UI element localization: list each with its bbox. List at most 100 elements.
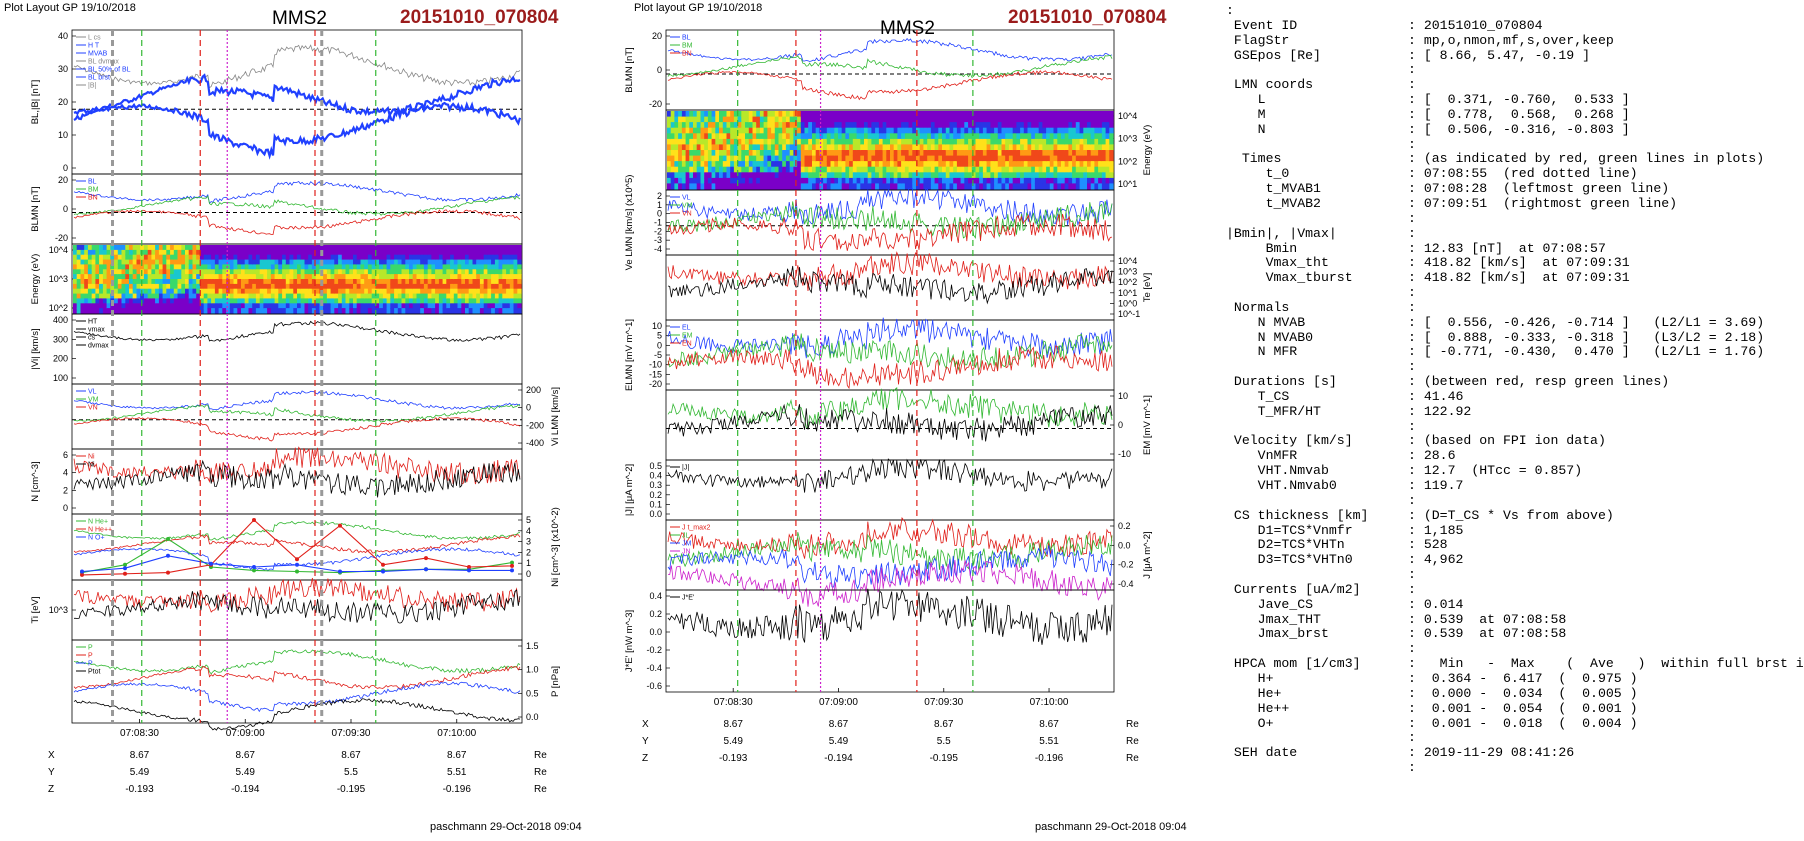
- y-axis-label: BL,|B| [nT]: [30, 80, 41, 125]
- legend-label: BL 50% of BL: [88, 67, 131, 74]
- position-row-label: X: [642, 719, 649, 730]
- series-line: [667, 531, 1113, 572]
- x-tick-label: 07:09:00: [819, 697, 858, 708]
- y-tick-label: 0.0: [1118, 540, 1131, 550]
- y-axis-label: BLMN [nT]: [624, 47, 635, 92]
- legend-label: H T: [88, 43, 100, 50]
- y-tick-label: 10^1: [1118, 288, 1137, 298]
- legend-label: vmax: [88, 327, 105, 334]
- density-series-line: [81, 519, 513, 576]
- y-axis-label: Ve LMN [km/s] (x10^5): [624, 175, 635, 271]
- series-line: [667, 187, 1113, 227]
- series-line: [667, 265, 1113, 305]
- legend-label: |B|: [88, 83, 96, 90]
- y-axis-label: Vi LMN [km/s]: [550, 387, 561, 446]
- info-line: VHT.Nmvab0 : 119.7: [1226, 478, 1464, 493]
- legend-label: BL: [682, 35, 691, 42]
- panel-frame: [665, 459, 1115, 521]
- y-tick-label: 1.0: [526, 665, 539, 675]
- legend-label: P: [88, 645, 93, 652]
- left-plot-header: Plot Layout GP 19/10/2018: [4, 2, 136, 14]
- info-line: Vmax_tburst : 418.82 [km/s] at 07:09:31: [1226, 270, 1630, 286]
- info-line: HPCA mom [1/cm3] : Min - Max ( Ave ) wit…: [1226, 656, 1804, 672]
- y-tick-label: 0: [657, 209, 662, 219]
- info-line: t_0 : 07:08:55 (red dotted line): [1226, 166, 1638, 182]
- info-line: :: [1226, 3, 1234, 18]
- data-point: [510, 560, 514, 565]
- y-tick-label: -20: [649, 379, 662, 389]
- legend-label: BL brst: [88, 75, 110, 82]
- legend-label: N He+: [88, 519, 108, 526]
- x-tick-label: 07:09:30: [332, 728, 371, 739]
- y-axis-label: ELMN [mV m^-1]: [624, 319, 635, 391]
- y-axis-label: |J| [μA m^-2]: [624, 464, 635, 516]
- y-tick-label: 0: [657, 65, 662, 75]
- series-line: [73, 649, 521, 675]
- series-line: [73, 446, 521, 485]
- y-tick-label: 10^0: [1118, 298, 1137, 308]
- info-line: D3=TCS*VHTn0 : 4,962: [1226, 552, 1464, 568]
- series-line: [73, 180, 521, 204]
- legend-label: P: [88, 661, 93, 668]
- y-axis-label: Energy (eV): [1142, 125, 1153, 176]
- info-line: He+ : 0.000 - 0.034 ( 0.005 ): [1226, 685, 1638, 701]
- info-line: :: [1226, 285, 1416, 301]
- panel: 10 0 -10 EM [mV m^-1]: [665, 386, 1153, 461]
- y-tick-label: -4: [654, 244, 662, 254]
- series-line: [667, 201, 1113, 239]
- info-line: :: [1226, 136, 1416, 152]
- legend-label: BL dvmax: [88, 59, 119, 66]
- series-line: [667, 317, 1113, 359]
- y-axis-label: Ni [cm^-3] (x10^-2): [550, 507, 561, 587]
- series-line: [73, 534, 521, 554]
- series-line: [73, 390, 521, 410]
- left-spacecraft-title: MMS2: [272, 8, 327, 29]
- y-tick-label: 0: [1118, 420, 1123, 430]
- series-line: [667, 37, 1113, 62]
- y-tick-label: 200: [526, 385, 541, 395]
- info-line: Vmax_tht : 418.82 [km/s] at 07:09:31: [1226, 255, 1630, 271]
- position-unit: Re: [534, 767, 547, 778]
- y-tick-label: 0: [657, 340, 662, 350]
- y-tick-label: 0: [63, 204, 68, 214]
- y-tick-label: 10^3: [1118, 267, 1137, 277]
- y-tick-label: 0.0: [649, 627, 662, 637]
- position-value: 5.5: [937, 736, 951, 747]
- legend-label: J t_max2: [682, 525, 711, 532]
- position-unit: Re: [534, 784, 547, 795]
- info-line: SEH date : 2019-11-29 08:41:26: [1226, 745, 1575, 761]
- panel-frame: [71, 579, 523, 641]
- info-line: N MVAB0 : [ 0.888, -0.333, -0.318 ] (L3/…: [1226, 329, 1765, 345]
- right-spacecraft-title: MMS2: [880, 18, 935, 39]
- info-line: :: [1226, 62, 1416, 78]
- legend-label: BL: [88, 179, 97, 186]
- series-line: [73, 101, 522, 160]
- info-line: t_MVAB1 : 07:08:28 (leftmost green line): [1226, 181, 1670, 197]
- info-line: VHT.Nmvab : 12.7 (HTcc = 0.857): [1226, 463, 1583, 479]
- legend-label: N He++: [88, 527, 112, 534]
- x-tick-label: 07:10:00: [437, 728, 476, 739]
- series-line: [73, 73, 521, 118]
- y-tick-label: 0: [526, 403, 531, 413]
- legend-label: VL: [682, 195, 691, 202]
- y-tick-label: 20: [58, 97, 68, 107]
- y-axis-label: J*E' [nW m^-3]: [624, 610, 635, 672]
- info-line: :: [1226, 641, 1416, 657]
- series-line: [73, 195, 521, 216]
- y-tick-label: 0: [63, 163, 68, 173]
- info-line: :: [1226, 760, 1416, 776]
- legend-label: VM: [682, 203, 693, 210]
- series-line: [73, 404, 521, 423]
- y-tick-label: 0: [526, 569, 531, 579]
- position-value: -0.196: [1035, 753, 1064, 764]
- info-line: N : [ 0.506, -0.316, -0.803 ]: [1226, 121, 1630, 137]
- y-tick-label: -0.6: [646, 681, 662, 691]
- x-tick-label: 07:09:00: [226, 728, 265, 739]
